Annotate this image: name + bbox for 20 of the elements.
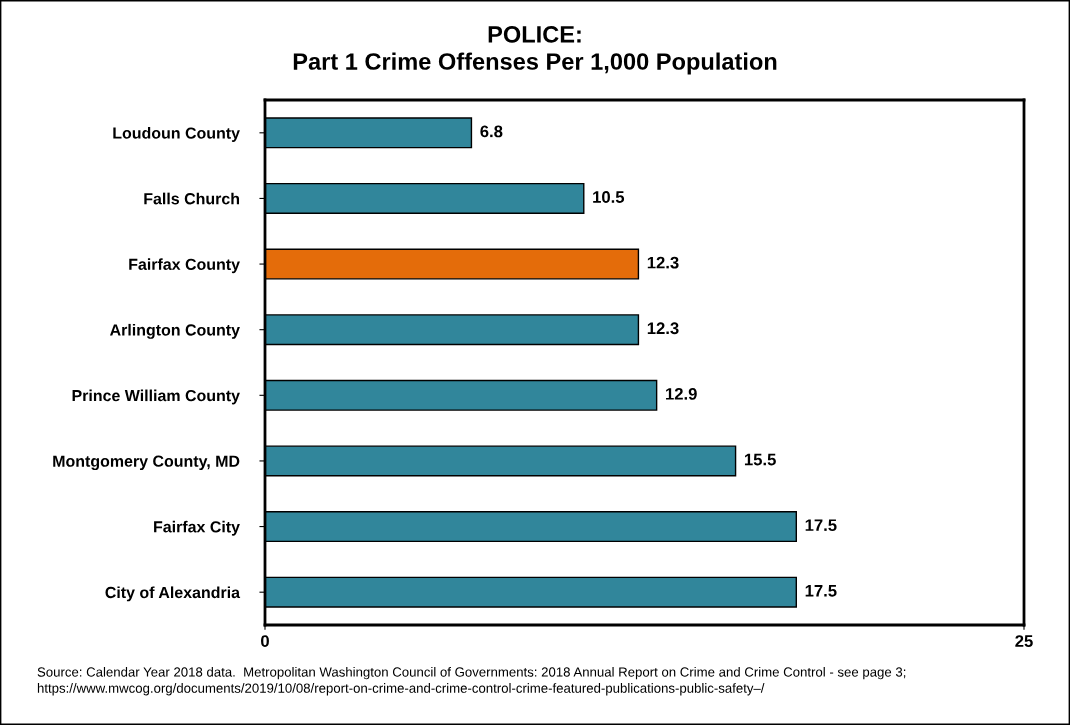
data-label: 12.9 — [666, 387, 697, 400]
y-tick-label: City of Alexandria — [105, 586, 241, 602]
y-tick-label: Fairfax County — [129, 258, 240, 274]
y-tick-label: Fairfax City — [154, 520, 240, 536]
x-tick-label: 25 — [1015, 635, 1033, 647]
y-tick-label: Arlington County — [109, 323, 240, 339]
data-label: 10.5 — [593, 191, 625, 203]
y-tick-label: Falls Church — [144, 192, 240, 205]
data-label: 6.8 — [480, 125, 503, 138]
data-label: 17.5 — [805, 585, 837, 597]
y-tick-label: Loudoun County — [113, 127, 240, 142]
data-label: 12.3 — [647, 322, 679, 335]
data-label: 17.5 — [805, 519, 837, 532]
data-label: 15.5 — [744, 453, 776, 466]
data-label: 12.3 — [647, 256, 679, 269]
x-tick-label: 0 — [261, 635, 269, 647]
source-note: Source: Calendar Year 2018 data. Metropolitan Washington Council of Governments: 2018 Annual Report on Crime and Crime Control - see page 3; https://www.mwcog.org/documents/2019/10/08/report-on-crime-and-crime-control-crime-featured-publications-public-safety–/ — [37, 667, 906, 696]
y-tick-label: Montgomery County, MD — [53, 455, 240, 471]
chart-title: POLICE: Part 1 Crime Offenses Per 1,000 Population — [293, 26, 777, 75]
y-tick-label: Prince William County — [72, 389, 240, 405]
